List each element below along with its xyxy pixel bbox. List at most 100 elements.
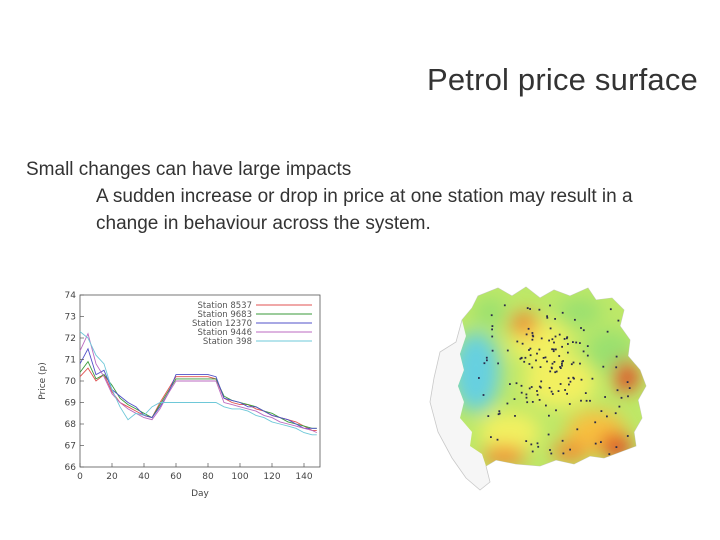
station-marker: [549, 304, 551, 307]
station-marker: [531, 366, 534, 369]
station-marker: [486, 359, 488, 362]
station-marker: [582, 329, 585, 332]
station-marker: [585, 399, 588, 402]
station-marker: [531, 332, 534, 334]
y-tick-label: 69: [65, 399, 77, 409]
y-axis: 66 67 68 69 70 71 72 73 74: [65, 291, 84, 473]
station-marker: [606, 415, 608, 418]
station-marker: [568, 403, 571, 405]
station-marker: [551, 348, 553, 351]
station-marker: [530, 443, 533, 446]
station-marker: [503, 304, 506, 307]
station-marker: [548, 414, 550, 417]
station-marker: [615, 355, 618, 358]
station-marker: [561, 364, 563, 367]
station-marker: [546, 316, 549, 319]
station-marker: [554, 348, 557, 351]
station-marker: [523, 360, 526, 363]
station-marker: [626, 381, 629, 383]
station-marker: [594, 442, 597, 445]
y-tick-label: 73: [65, 313, 76, 323]
station-marker: [576, 428, 579, 431]
station-marker: [570, 363, 573, 366]
station-marker: [516, 340, 519, 343]
station-marker: [537, 445, 540, 448]
station-marker: [526, 307, 529, 309]
station-marker: [586, 354, 589, 357]
station-marker: [535, 359, 537, 362]
station-marker: [561, 311, 564, 314]
station-marker: [491, 349, 494, 352]
station-marker: [591, 377, 594, 380]
station-marker: [600, 410, 603, 412]
station-marker: [478, 377, 480, 379]
station-marker: [531, 450, 534, 453]
station-marker: [614, 412, 617, 415]
station-marker: [553, 341, 555, 344]
station-marker: [513, 398, 516, 400]
station-marker: [552, 350, 555, 353]
station-marker: [551, 393, 554, 395]
station-marker: [529, 347, 532, 350]
station-marker: [559, 367, 562, 369]
station-marker: [483, 362, 486, 365]
station-marker: [540, 337, 543, 340]
station-marker: [485, 356, 488, 359]
station-marker: [491, 328, 493, 331]
station-marker: [514, 415, 516, 417]
station-marker: [557, 390, 560, 392]
x-axis-label: Day: [191, 489, 209, 499]
station-marker: [538, 399, 541, 401]
station-marker: [566, 337, 568, 340]
station-marker: [554, 335, 557, 338]
station-marker: [526, 401, 529, 404]
station-marker: [520, 356, 523, 359]
station-marker: [491, 335, 494, 338]
station-marker: [628, 387, 631, 389]
y-tick-label: 66: [65, 463, 77, 473]
station-marker: [531, 401, 534, 403]
station-marker: [491, 325, 494, 327]
station-marker: [539, 366, 542, 368]
station-marker: [487, 415, 490, 417]
station-markers: [478, 304, 631, 455]
station-marker: [567, 377, 570, 380]
bullet-level-2: A sudden increase or drop in price at on…: [96, 186, 633, 234]
station-marker: [559, 366, 561, 368]
station-marker: [524, 356, 527, 359]
station-marker: [608, 453, 611, 455]
station-marker: [586, 345, 589, 347]
station-marker: [536, 393, 539, 396]
station-marker: [555, 370, 558, 373]
station-marker: [550, 366, 553, 369]
station-marker: [540, 380, 543, 383]
station-marker: [546, 315, 548, 318]
station-marker: [539, 386, 542, 389]
station-marker: [563, 338, 566, 340]
station-marker: [527, 327, 530, 330]
price-surface-map: [429, 286, 647, 491]
station-marker: [572, 376, 575, 379]
station-marker: [542, 357, 545, 359]
station-marker: [528, 349, 530, 351]
station-marker: [627, 395, 629, 398]
station-marker: [515, 382, 518, 385]
station-marker: [530, 386, 533, 388]
slide-body: Small changes can have large impacts A s…: [26, 156, 636, 237]
station-marker: [584, 392, 587, 394]
station-marker: [496, 438, 499, 441]
station-marker: [579, 362, 581, 365]
station-marker: [509, 383, 511, 385]
station-marker: [554, 318, 556, 320]
station-marker: [561, 362, 563, 365]
station-marker: [615, 366, 618, 369]
station-marker: [575, 341, 578, 344]
station-marker: [617, 319, 620, 322]
station-marker: [616, 389, 619, 392]
station-marker: [602, 365, 605, 368]
x-tick-label: 140: [295, 472, 312, 482]
station-marker: [498, 410, 501, 413]
station-marker: [559, 383, 562, 385]
station-marker: [626, 435, 629, 437]
station-marker: [566, 392, 568, 395]
